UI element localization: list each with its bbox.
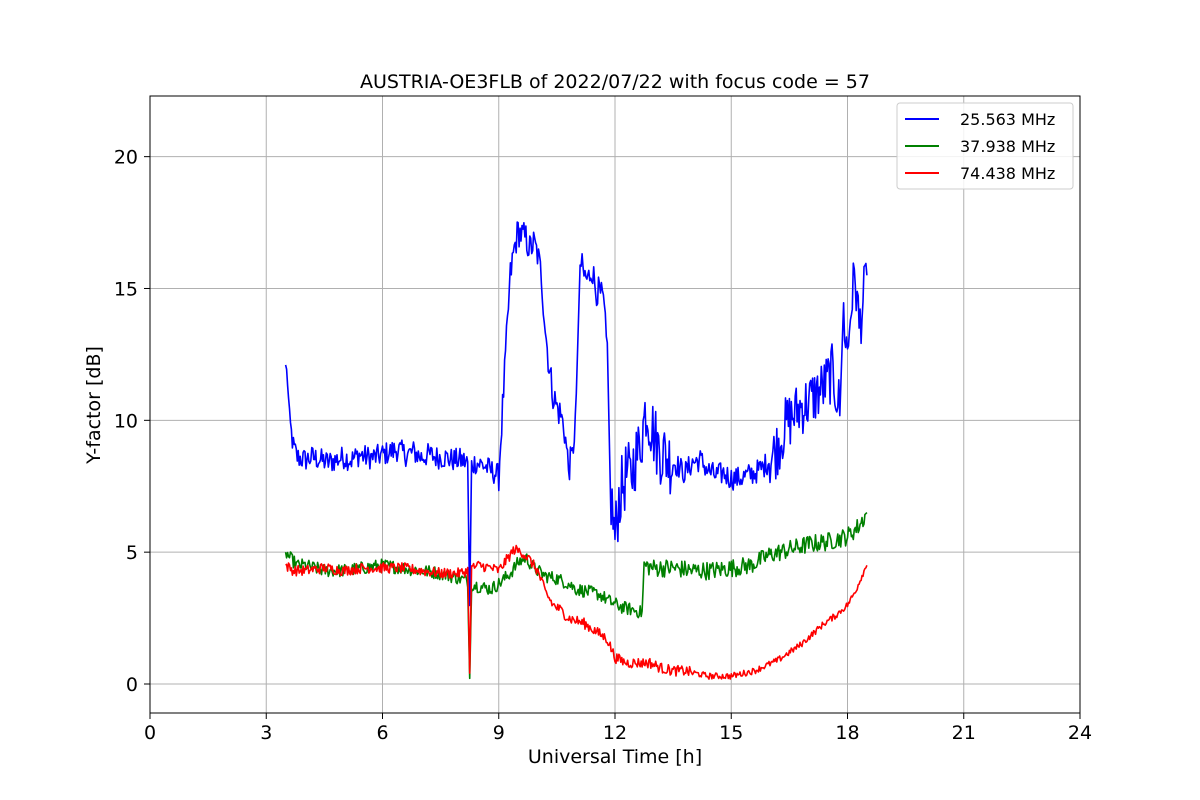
x-tick-label: 21 — [952, 722, 976, 744]
x-tick-label: 3 — [260, 722, 272, 744]
chart-title: AUSTRIA-OE3FLB of 2022/07/22 with focus … — [360, 71, 870, 93]
x-tick-label: 18 — [835, 722, 859, 744]
x-tick-label: 15 — [719, 722, 743, 744]
y-tick-label: 15 — [114, 278, 138, 300]
legend-box — [896, 102, 1074, 190]
legend: 25.563 MHz 37.938 MHz 74.438 MHz — [896, 102, 1074, 190]
legend-label: 37.938 MHz — [960, 137, 1055, 156]
x-axis: 0 3 6 9 12 15 18 21 24 — [144, 713, 1092, 744]
x-tick-label: 9 — [493, 722, 505, 744]
x-tick-label: 0 — [144, 722, 156, 744]
y-axis: 0 5 10 15 20 — [114, 147, 150, 696]
y-tick-label: 5 — [126, 542, 138, 564]
legend-label: 74.438 MHz — [960, 164, 1055, 183]
legend-label: 25.563 MHz — [960, 110, 1055, 129]
x-tick-label: 6 — [376, 722, 388, 744]
x-tick-label: 12 — [603, 722, 627, 744]
y-tick-label: 10 — [114, 410, 138, 432]
x-axis-label: Universal Time [h] — [528, 746, 702, 768]
y-tick-label: 20 — [114, 147, 138, 169]
y-tick-label: 0 — [126, 674, 138, 696]
x-tick-label: 24 — [1068, 722, 1092, 744]
y-axis-label: Y-factor [dB] — [83, 346, 105, 465]
series-layer — [284, 221, 868, 680]
series-line-37-938-mhz — [284, 512, 868, 680]
series-line-25-563-mhz — [284, 221, 868, 607]
series-line-74-438-mhz — [285, 544, 868, 680]
